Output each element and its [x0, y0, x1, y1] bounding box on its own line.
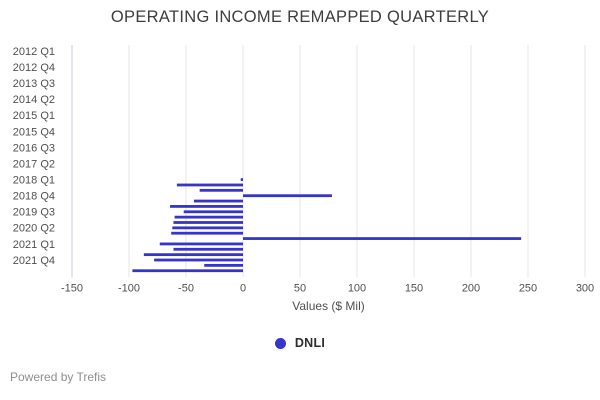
y-tick-label: 2021 Q4 — [13, 255, 55, 267]
y-tick-label: 2015 Q4 — [13, 126, 55, 138]
x-tick-label: 200 — [462, 283, 480, 295]
y-tick-label: 2013 Q3 — [13, 78, 55, 90]
powered-by-trefis-link[interactable]: Powered by Trefis — [10, 370, 107, 384]
bar-2019 Q1[interactable] — [193, 199, 243, 203]
bar-chart-canvas: -150 -100 -50 0 50 100 150 200 250 300 2012 Q1 2012… — [13, 45, 594, 313]
x-tick-label: 0 — [240, 283, 246, 295]
bar-2020 Q2[interactable] — [172, 226, 243, 230]
x-tick-label: 50 — [294, 283, 306, 295]
x-tick-label: 150 — [405, 283, 423, 295]
x-tick-label: -50 — [178, 283, 194, 295]
bar-2020 Q4[interactable] — [243, 237, 522, 240]
y-tick-label: 2014 Q2 — [13, 94, 55, 106]
y-tick-label: 2018 Q1 — [13, 175, 55, 187]
chart-title: OPERATING INCOME REMAPPED QUARTERLY — [110, 8, 490, 26]
x-tick-label: 100 — [348, 283, 366, 295]
y-tick-label: 2019 Q3 — [13, 207, 55, 219]
y-tick-label: 2017 Q2 — [13, 158, 55, 170]
y-tick-label: 2021 Q1 — [13, 239, 55, 251]
bar-2022 Q2[interactable] — [132, 269, 243, 273]
bar-2018 Q2[interactable] — [176, 183, 243, 187]
y-tick-label: 2012 Q4 — [13, 62, 55, 74]
y-tick-label: 2016 Q3 — [13, 142, 55, 154]
bar-2019 Q3[interactable] — [183, 210, 243, 214]
bar-2021 Q1[interactable] — [159, 242, 243, 246]
bar-2018 Q1[interactable] — [240, 178, 243, 182]
legend-dot-icon — [274, 337, 286, 349]
bar-2021 Q4[interactable] — [154, 258, 243, 262]
y-tick-label: 2015 Q1 — [13, 110, 55, 122]
x-axis-title: Values ($ Mil) — [292, 299, 364, 313]
x-tick-label: -150 — [61, 283, 83, 295]
legend-label: DNLI — [294, 336, 326, 350]
x-tick-label: -100 — [118, 283, 140, 295]
x-tick-label: 250 — [519, 283, 537, 295]
y-tick-label: 2018 Q4 — [13, 191, 55, 203]
x-tick-label: 300 — [576, 283, 594, 295]
bar-2020 Q3[interactable] — [171, 231, 243, 235]
bar-2022 Q1[interactable] — [204, 263, 243, 267]
y-tick-label: 2012 Q1 — [13, 46, 55, 58]
bar-2020 Q1[interactable] — [173, 221, 243, 224]
bar-2019 Q4[interactable] — [174, 215, 243, 219]
bar-2018 Q3[interactable] — [199, 188, 243, 192]
bar-2018 Q4[interactable] — [243, 194, 332, 198]
bar-2021 Q3[interactable] — [143, 253, 243, 257]
y-tick-label: 2020 Q2 — [13, 223, 55, 235]
legend[interactable]: DNLI — [0, 336, 600, 350]
bar-2021 Q2[interactable] — [173, 247, 243, 251]
bar-2019 Q2[interactable] — [170, 205, 243, 208]
